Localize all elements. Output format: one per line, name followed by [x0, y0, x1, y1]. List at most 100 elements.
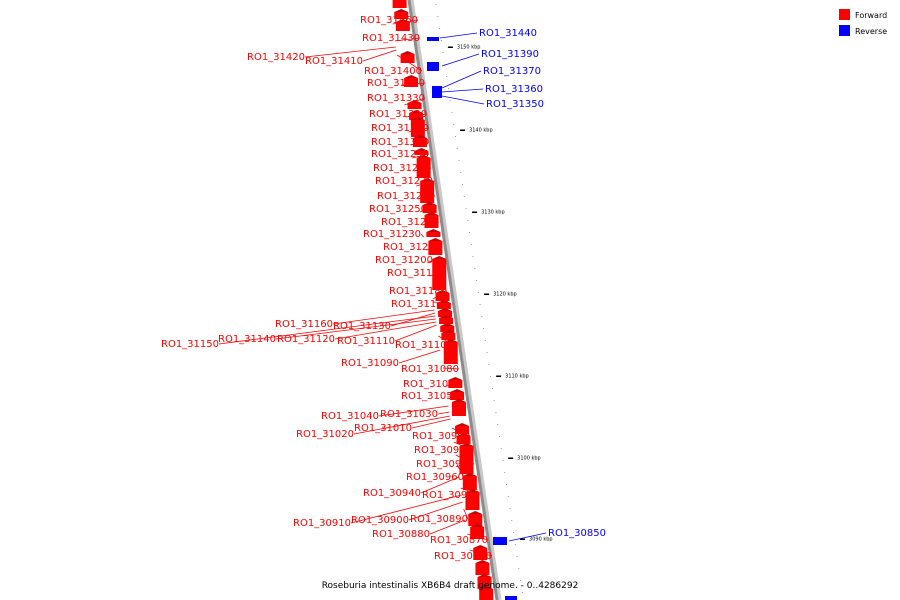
minor-tick-mark [481, 316, 483, 317]
minor-tick-mark [439, 28, 441, 29]
minor-tick-mark [502, 460, 504, 461]
forward-gene-label: RO1_30890 [410, 514, 468, 525]
minor-tick-mark [458, 160, 460, 161]
forward-gene-block [400, 54, 415, 63]
minor-tick-mark [453, 124, 455, 125]
chromosome-backbone-layer [407, 0, 523, 600]
forward-gene-block [422, 205, 437, 213]
scale-tick-label: 3130 kbp [481, 210, 505, 216]
minor-tick-mark [488, 364, 490, 365]
forward-gene-leader [463, 508, 469, 520]
minor-tick-mark [500, 448, 502, 449]
forward-gene-block [456, 436, 471, 444]
reverse-gene-label: RO1_31440 [479, 28, 537, 39]
forward-gene-arrowhead [459, 443, 474, 446]
forward-gene-leader [408, 501, 463, 521]
forward-gene-label: RO1_30910 [293, 518, 351, 529]
forward-gene-label: RO1_30940 [363, 488, 421, 499]
forward-gene-label: RO1_31060 [403, 379, 461, 390]
minor-tick-mark [511, 520, 513, 521]
forward-gene-label: RO1_31230 [363, 229, 421, 240]
minor-tick-mark [440, 40, 442, 41]
forward-gene-label: RO1_30870 [430, 535, 488, 546]
forward-gene-leader [412, 153, 430, 159]
minor-tick-mark [449, 100, 451, 101]
reverse-gene-block [432, 94, 442, 98]
minor-tick-mark [477, 292, 479, 293]
forward-gene-leader [429, 272, 446, 277]
minor-tick-mark [497, 424, 499, 425]
forward-gene-block [392, 0, 407, 8]
minor-tick-mark [442, 52, 444, 53]
forward-gene-label: RO1_31460 [360, 15, 418, 26]
forward-gene-label: RO1_30990 [412, 431, 470, 442]
forward-gene-leader [427, 259, 434, 264]
scale-tick [520, 538, 526, 540]
forward-gene-label: RO1_31280 [373, 163, 431, 174]
forward-gene-arrowhead [450, 389, 465, 392]
forward-gene-arrowhead [438, 308, 453, 311]
minor-tick-mark [446, 76, 448, 77]
forward-gene-leader [419, 208, 428, 213]
forward-gene-block [394, 12, 409, 19]
forward-gene-label: RO1_31320 [369, 109, 427, 120]
minor-tick-mark [490, 376, 492, 377]
forward-gene-leader [401, 82, 426, 86]
forward-gene-label: RO1_31180 [389, 286, 447, 297]
forward-gene-label: RO1_31010 [354, 423, 412, 434]
forward-gene-label: RO1_31120 [277, 334, 335, 345]
forward-gene-arrowhead [404, 75, 419, 78]
forward-gene-leader [218, 315, 436, 345]
forward-gene-block [465, 492, 480, 510]
forward-gene-label: RO1_31330 [367, 93, 425, 104]
legend-forward-swatch [839, 9, 850, 20]
scale-tick-label: 3110 kbp [505, 374, 529, 380]
forward-gene-leader [447, 395, 460, 398]
forward-gene-label: RO1_31030 [380, 409, 438, 420]
reverse-gene-leader [508, 532, 547, 542]
forward-gene-label: RO1_31040 [321, 411, 379, 422]
reverse-gene-block [432, 90, 442, 94]
forward-gene-arrowhead [400, 51, 415, 54]
forward-gene-arrowhead [479, 586, 494, 589]
forward-gene-label: RO1_31310 [371, 123, 429, 134]
forward-gene-label: RO1_31050 [401, 391, 459, 402]
forward-gene-leader [469, 549, 493, 557]
forward-gene-leader [453, 441, 473, 451]
forward-gene-leader [451, 427, 471, 437]
forward-gene-block [455, 426, 470, 434]
reverse-gene-label: RO1_31350 [486, 99, 544, 110]
forward-gene-block [404, 78, 419, 87]
minor-tick-mark [463, 196, 465, 197]
minor-tick-mark [498, 436, 500, 437]
forward-gene-arrowhead [436, 300, 451, 303]
minor-tick-mark [521, 592, 523, 593]
genome-caption: Roseburia intestinalis XB6B4 draft genom… [322, 581, 579, 591]
minor-tick-mark [518, 568, 520, 569]
scale-tick [484, 293, 490, 295]
forward-gene-leader [455, 454, 475, 465]
minor-tick-mark [513, 532, 515, 533]
forward-gene-arrowhead [424, 212, 439, 215]
reverse-gene-label: RO1_31360 [485, 84, 543, 95]
forward-gene-label: RO1_31240 [381, 217, 439, 228]
minor-tick-mark [504, 472, 506, 473]
legend-forward-label: Forward [855, 11, 887, 20]
forward-gene-block [420, 181, 435, 203]
minor-tick-mark [491, 388, 493, 389]
forward-gene-block [440, 326, 455, 332]
forward-gene-arrowhead [439, 315, 454, 318]
forward-gene-leader [334, 321, 437, 340]
reverse-gene-leader [441, 88, 484, 93]
forward-gene-arrowhead [470, 524, 485, 527]
forward-gene-leader [414, 167, 432, 172]
forward-gene-leader [438, 335, 454, 346]
minor-tick-mark [505, 484, 507, 485]
forward-gene-leader [456, 464, 465, 478]
forward-gene-leader [396, 54, 423, 72]
forward-gene-leader [460, 487, 481, 496]
forward-gene-arrowhead [455, 423, 470, 426]
forward-gene-label: RO1_30980 [414, 445, 472, 456]
forward-gene-label: RO1_31190 [387, 268, 445, 279]
